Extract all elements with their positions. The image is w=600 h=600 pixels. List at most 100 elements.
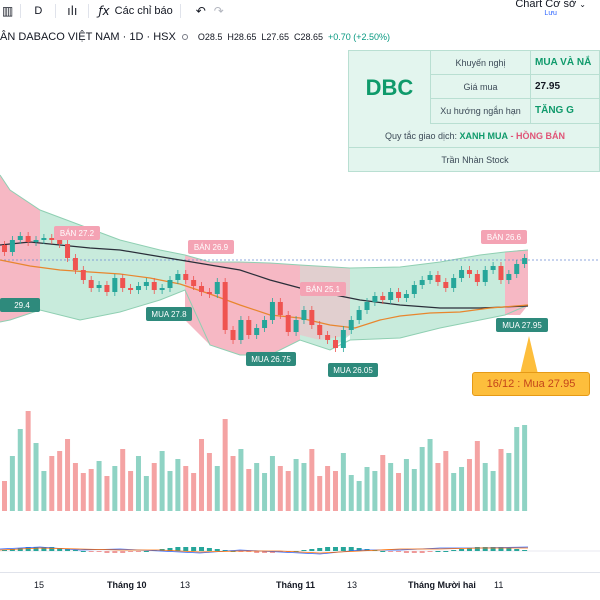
candlestick-icon: ılı <box>67 4 78 18</box>
timeframe-button[interactable]: D <box>34 5 43 17</box>
macd-bar <box>65 549 71 551</box>
volume-bar <box>466 459 472 511</box>
candle-body <box>506 274 512 280</box>
candle-body <box>522 258 528 264</box>
recommendation-row: Khuyến nghị MUA VÀ NẮ <box>431 51 600 75</box>
macd-bar <box>348 547 354 551</box>
ticker-symbol: DBC <box>349 51 431 124</box>
candle-body <box>25 236 31 242</box>
candlestick-series <box>2 232 528 352</box>
buy-signal-4[interactable]: MUA 26.05 <box>328 363 378 377</box>
candle-body <box>435 275 441 282</box>
macd-bar <box>17 548 23 551</box>
candle-body <box>474 274 480 282</box>
macd-bar <box>2 550 7 551</box>
undo-icon: ↶ <box>195 4 206 18</box>
macd-bar <box>411 551 417 553</box>
signal-line <box>0 547 528 554</box>
sell-signal-4-label: BÁN 26.6 <box>487 233 522 242</box>
buy-signal-1[interactable]: 29.4 <box>0 298 40 312</box>
low-value: L27.65 <box>261 32 289 42</box>
volume-bar <box>301 463 307 511</box>
candle-body <box>482 270 488 282</box>
candle-body <box>2 245 7 252</box>
candle-body <box>332 340 338 348</box>
candle-body <box>301 310 307 320</box>
redo-button[interactable]: ↷ <box>214 0 224 22</box>
sell-signal-4[interactable]: BÁN 26.6 <box>481 230 527 244</box>
buy-price-row: Giá mua 27.95 <box>431 75 600 99</box>
volume-bar <box>396 473 402 511</box>
macd-bar <box>277 551 283 552</box>
macd-bar <box>128 551 134 552</box>
save-label: Lưu <box>544 10 557 18</box>
buy-price-label: Giá mua <box>431 75 531 99</box>
trading-rule: Quy tắc giao dịch: XANH MUA - HỒNG BÁN <box>349 124 600 148</box>
candle-body <box>167 280 173 288</box>
candle-body <box>411 285 417 294</box>
sell-signal-2[interactable]: BÁN 26.9 <box>188 240 234 254</box>
macd-bar <box>380 551 386 552</box>
macd-bar <box>33 547 39 551</box>
macd-bar <box>167 548 173 551</box>
macd-chart[interactable] <box>0 535 600 571</box>
sell-signal-1[interactable]: BÁN 27.2 <box>54 226 100 240</box>
macd-bar <box>80 551 86 552</box>
buy-signal-5-label: MUA 27.95 <box>502 321 542 330</box>
volume-bar <box>317 476 323 511</box>
candle-body <box>514 264 520 274</box>
candle-body <box>222 282 228 330</box>
volume-bar <box>230 456 236 511</box>
volume-chart[interactable] <box>0 385 600 513</box>
volume-bar <box>65 439 71 511</box>
volume-bar <box>490 471 496 511</box>
price-chart[interactable]: BÁN 27.2 BÁN 26.9 BÁN 25.1 BÁN 26.6 29.4… <box>0 170 600 385</box>
candle-body <box>419 280 425 285</box>
macd-bar <box>104 551 110 553</box>
candle-body <box>49 238 55 240</box>
macd-bar <box>72 550 78 551</box>
macd-bar <box>490 547 496 551</box>
macd-bar <box>183 547 189 551</box>
buy-signal-3[interactable]: MUA 26.75 <box>246 352 296 366</box>
macd-bar <box>9 549 15 551</box>
sell-signal-3-label: BÁN 25.1 <box>306 285 341 294</box>
time-tick: Tháng Mười hai <box>408 580 476 590</box>
volume-bar <box>57 451 63 511</box>
indicators-button[interactable]: ƒx Các chỉ báo <box>98 0 172 22</box>
undo-button[interactable]: ↶ <box>196 0 206 22</box>
macd-bar <box>301 550 307 551</box>
chart-save-button[interactable]: Chart Cơ sở ⌄ Lưu <box>515 0 586 18</box>
sell-signal-3[interactable]: BÁN 25.1 <box>300 282 346 296</box>
volume-bar <box>128 471 134 511</box>
buy-signal-5[interactable]: MUA 27.95 <box>496 318 548 332</box>
macd-bar <box>522 550 528 551</box>
candle-body <box>183 274 189 280</box>
time-axis[interactable]: 15 Tháng 10 13 Tháng 11 13 Tháng Mười ha… <box>0 572 600 600</box>
macd-bar <box>206 548 212 551</box>
candle-body <box>325 335 331 340</box>
callout-pointer <box>520 336 538 374</box>
volume-bar <box>380 455 386 511</box>
macd-bar <box>474 547 480 551</box>
volume-bar <box>88 469 94 511</box>
volume-bar <box>143 476 149 511</box>
volume-bar <box>309 449 315 511</box>
symbol-name[interactable]: ÂN DABACO VIỆT NAM · 1D · HSX <box>0 31 176 43</box>
volume-bar <box>254 463 260 511</box>
chart-type-button[interactable]: ılı <box>67 0 77 22</box>
volume-bar <box>199 439 205 511</box>
buy-signal-2[interactable]: MUA 27.8 <box>146 307 192 321</box>
candle-body <box>175 274 181 280</box>
macd-bar <box>356 548 362 551</box>
candle-style-icon[interactable]: ▥ <box>2 4 14 18</box>
candle-body <box>254 328 260 335</box>
macd-bar <box>135 551 141 552</box>
candle-body <box>120 278 126 288</box>
high-value: H28.65 <box>227 32 257 42</box>
toolbar-divider <box>20 4 22 18</box>
buy-signal-1-label: 29.4 <box>14 301 30 310</box>
macd-bar <box>96 551 102 552</box>
candle-body <box>151 282 157 290</box>
candle-body <box>262 320 268 328</box>
